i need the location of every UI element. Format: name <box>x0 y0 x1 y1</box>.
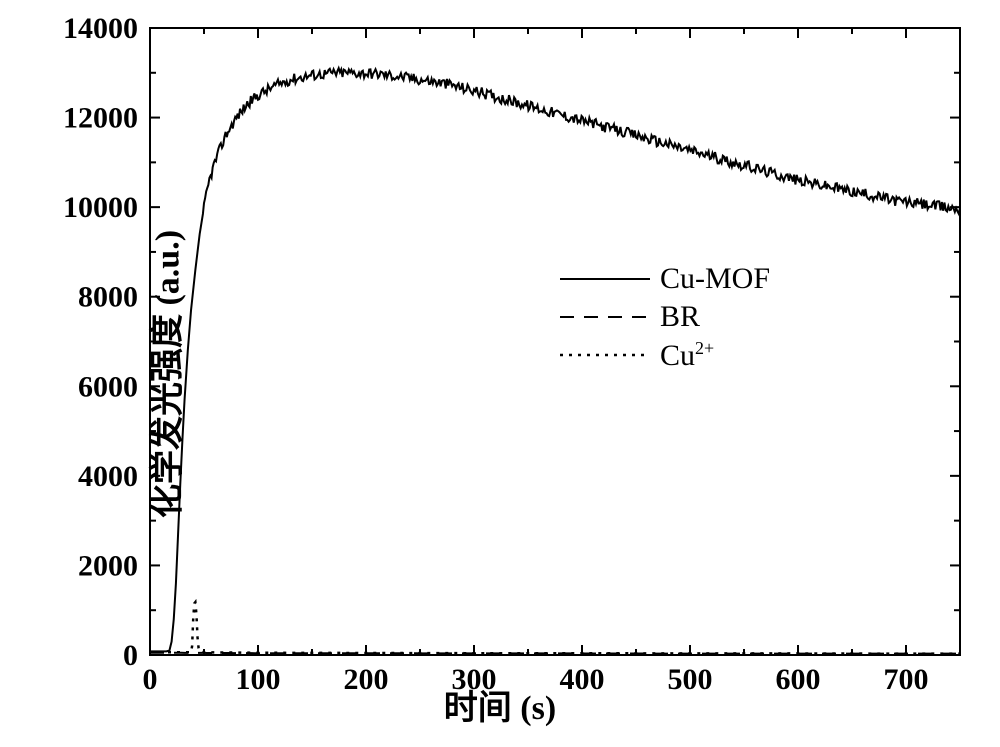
legend-row: BR <box>560 298 770 336</box>
svg-text:2000: 2000 <box>78 549 138 582</box>
svg-text:12000: 12000 <box>63 102 138 135</box>
legend: Cu-MOF BR Cu2+ <box>560 260 770 374</box>
chart-container: 0100200300400500600700020004000600080001… <box>0 0 1000 747</box>
legend-line-sample <box>560 345 650 365</box>
legend-line-sample <box>560 269 650 289</box>
svg-text:14000: 14000 <box>63 12 138 45</box>
svg-text:4000: 4000 <box>78 460 138 493</box>
legend-row: Cu-MOF <box>560 260 770 298</box>
svg-text:200: 200 <box>344 663 389 696</box>
svg-text:400: 400 <box>560 663 605 696</box>
legend-label: Cu2+ <box>660 338 714 373</box>
svg-text:600: 600 <box>776 663 821 696</box>
svg-text:0: 0 <box>143 663 158 696</box>
svg-text:6000: 6000 <box>78 370 138 403</box>
legend-row: Cu2+ <box>560 336 770 374</box>
legend-label: Cu-MOF <box>660 262 770 296</box>
svg-text:8000: 8000 <box>78 281 138 314</box>
svg-text:500: 500 <box>668 663 713 696</box>
svg-text:10000: 10000 <box>63 191 138 224</box>
svg-text:100: 100 <box>236 663 281 696</box>
svg-text:700: 700 <box>884 663 929 696</box>
legend-label: BR <box>660 300 700 334</box>
legend-line-sample <box>560 307 650 327</box>
y-axis-label: 化学发光强度 (a.u.) <box>140 229 189 517</box>
x-axis-label: 时间 (s) <box>444 680 556 729</box>
svg-text:0: 0 <box>123 639 138 672</box>
